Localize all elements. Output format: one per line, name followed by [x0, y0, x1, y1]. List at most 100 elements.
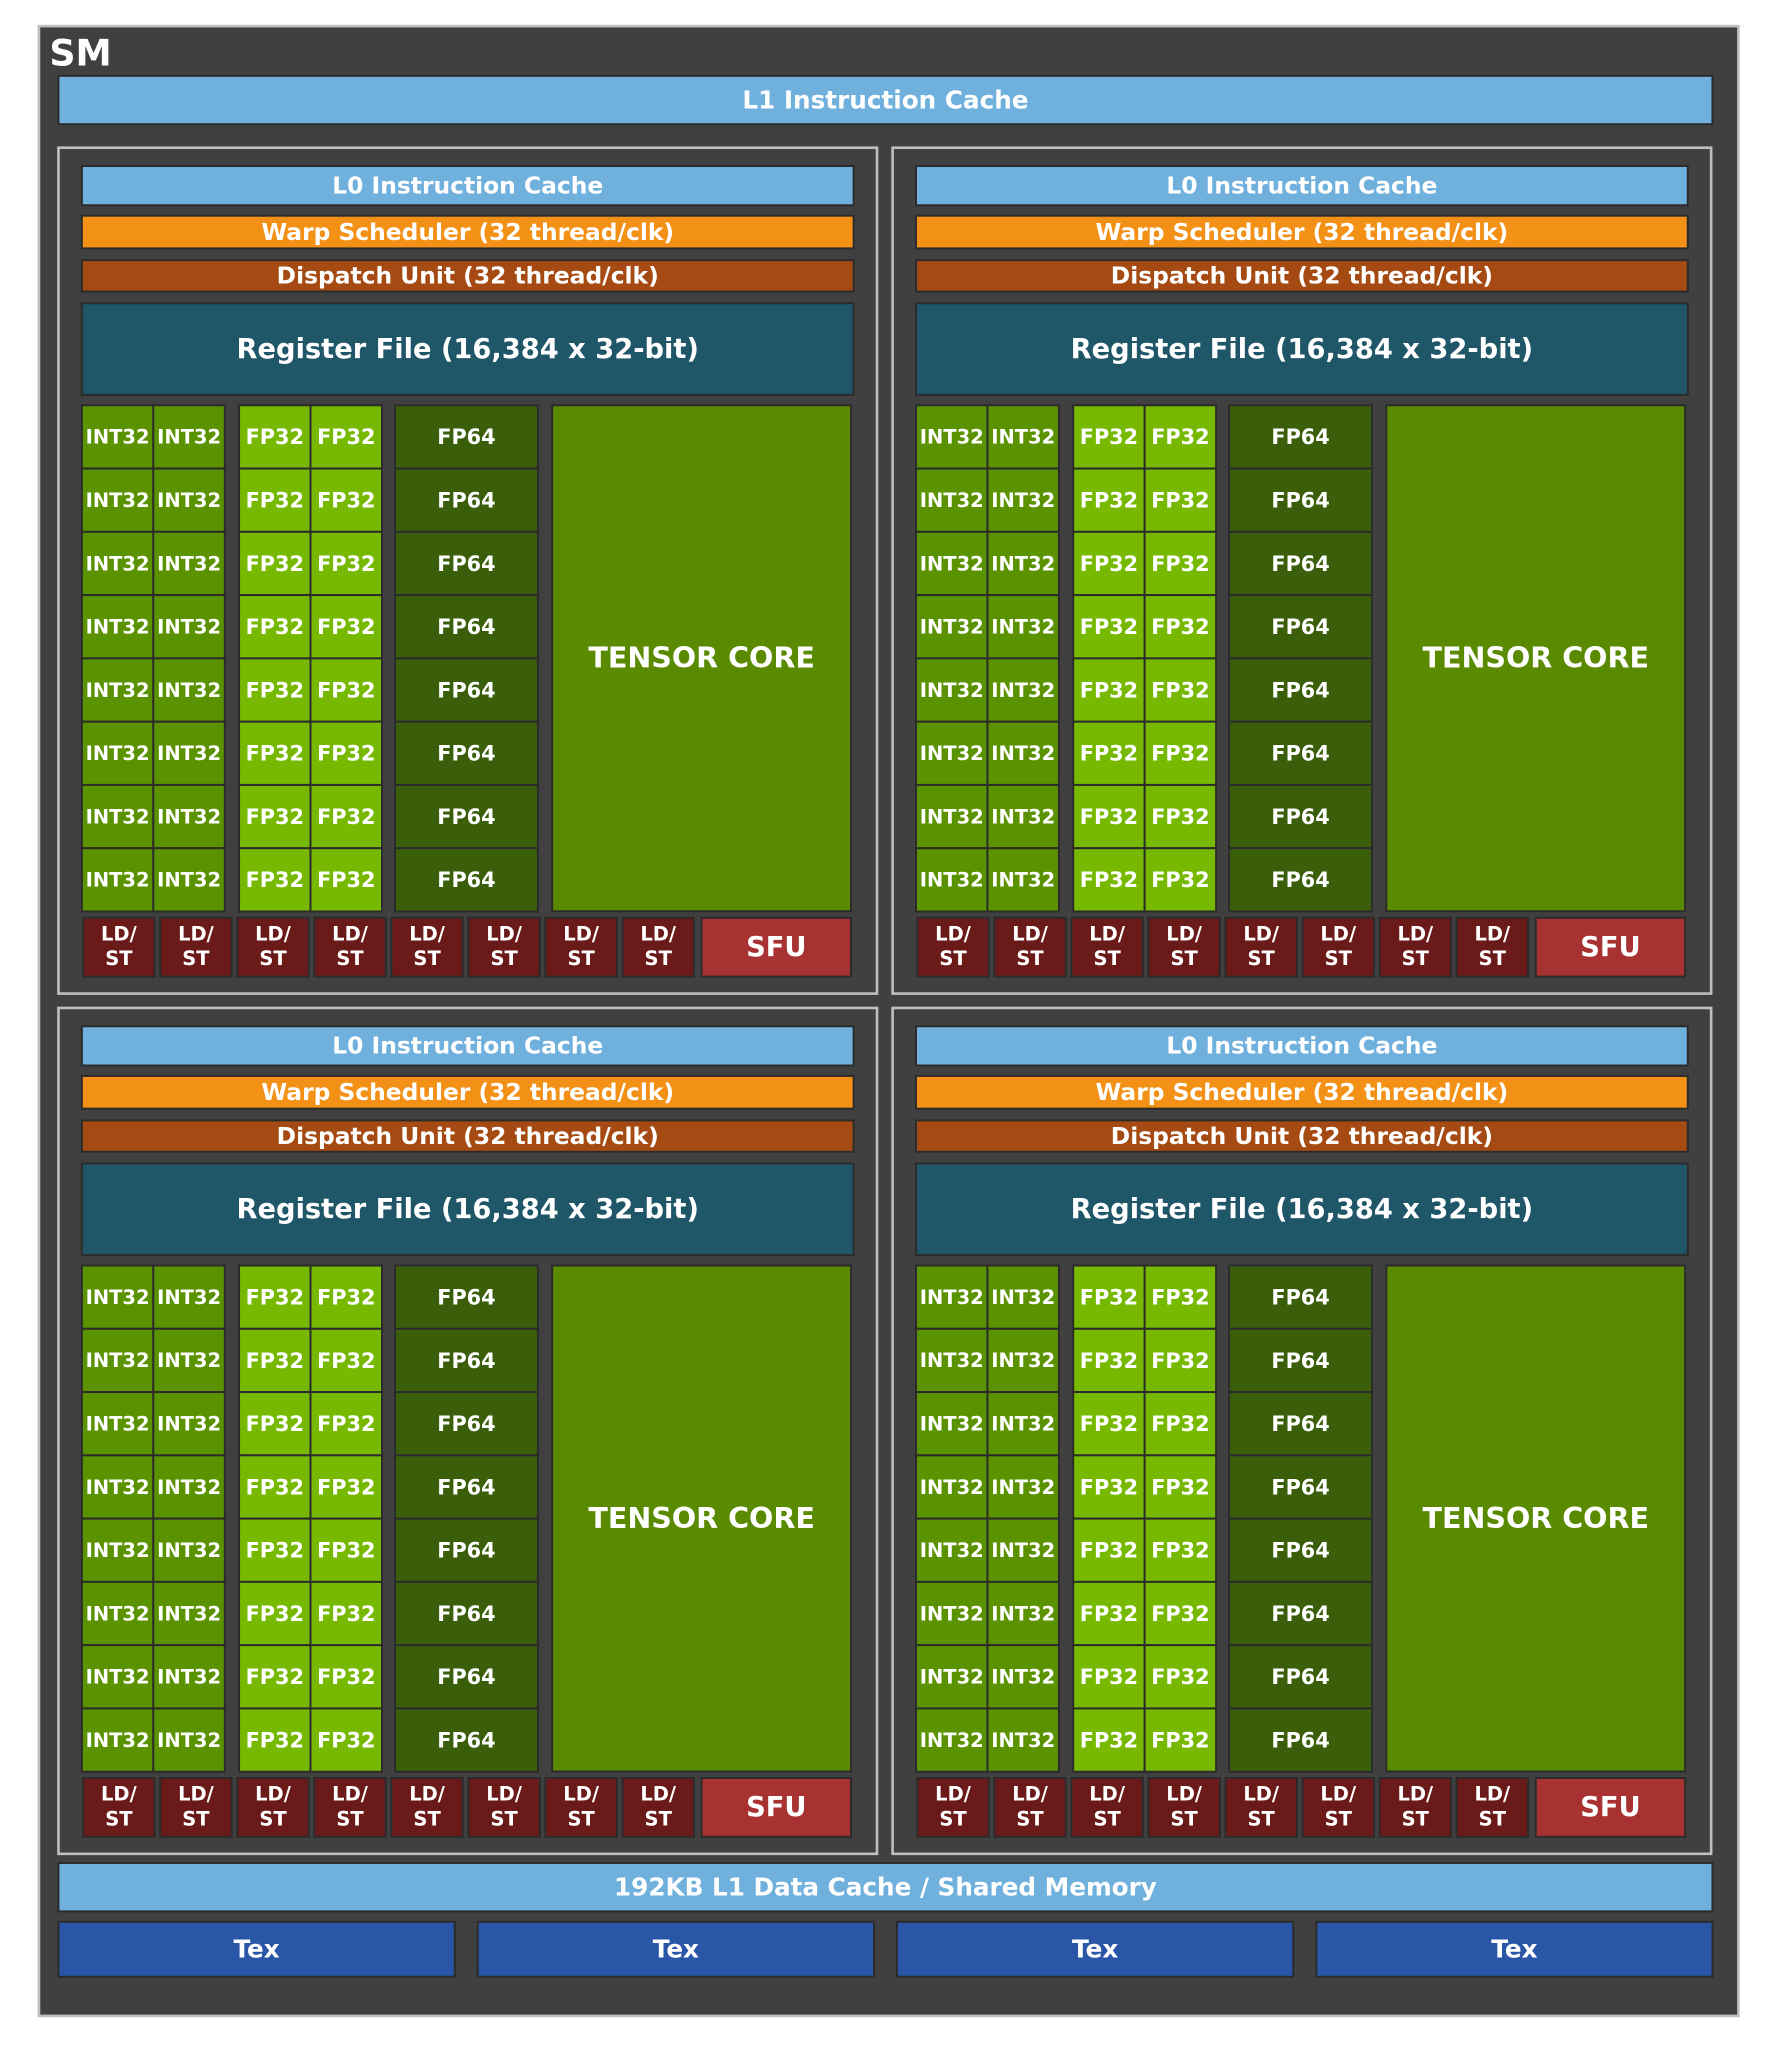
dispatch-unit: [80, 259, 855, 293]
tex-unit: [57, 1920, 456, 1978]
dispatch-unit-label: Dispatch Unit (32 thread/clk): [1111, 1122, 1493, 1150]
int32-unit: [152, 404, 226, 470]
int32-unit-label: INT32: [991, 616, 1055, 639]
fp32-unit-label: FP32: [1151, 425, 1209, 449]
fp64-unit-label: FP64: [1271, 868, 1329, 892]
ld-st-label: ST: [1402, 1807, 1430, 1830]
ld-st-label: LD/: [1397, 922, 1434, 945]
fp32-unit-label: FP32: [317, 488, 375, 512]
ld-st-label: ST: [413, 947, 441, 970]
sfu: [700, 1777, 852, 1838]
int32-unit: [152, 1644, 226, 1710]
register-file: [915, 1162, 1689, 1257]
ld-st-unit: [1378, 916, 1452, 978]
int32-unit-label: INT32: [86, 1539, 150, 1562]
ld-st-label: LD/: [1089, 922, 1126, 945]
int32-unit: [986, 1517, 1060, 1583]
fp32-unit-label: FP32: [246, 425, 304, 449]
fp32-unit: [1143, 1327, 1218, 1394]
int32-unit-label: INT32: [157, 679, 221, 702]
fp64-unit-label: FP64: [1271, 1665, 1329, 1689]
ld-st-label: LD/: [1012, 1782, 1049, 1805]
ld-st-label: LD/: [1243, 922, 1280, 945]
dispatch-unit-label: Dispatch Unit (32 thread/clk): [277, 1122, 659, 1150]
ld-st-label: LD/: [1474, 1782, 1511, 1805]
int32-unit: [80, 1517, 155, 1583]
ld-st-unit: [1224, 1777, 1298, 1838]
fp64-unit-label: FP64: [1271, 1349, 1329, 1373]
ld-st-label: LD/: [935, 1782, 972, 1805]
int32-unit: [152, 1580, 226, 1647]
int32-unit-label: INT32: [920, 1286, 984, 1309]
sfu-label: SFU: [1580, 1792, 1640, 1823]
warp-scheduler-label: Warp Scheduler (32 thread/clk): [261, 218, 674, 246]
fp64-unit-label: FP64: [437, 742, 495, 766]
fp32-unit-label: FP32: [317, 552, 375, 576]
l0-instruction-cache: [80, 165, 855, 207]
l0-instruction-cache-label: L0 Instruction Cache: [1166, 1032, 1437, 1060]
fp32-unit: [1072, 1517, 1146, 1583]
int32-unit-label: INT32: [991, 1666, 1055, 1689]
partition-frame: [57, 1006, 879, 1856]
int32-unit: [986, 467, 1060, 533]
tex-unit: [896, 1920, 1295, 1978]
int32-unit-label: INT32: [86, 1666, 150, 1689]
ld-st-label: ST: [1479, 1807, 1507, 1830]
l0-instruction-cache-label: L0 Instruction Cache: [1166, 171, 1437, 199]
fp32-unit: [1143, 467, 1218, 533]
int32-unit-label: INT32: [991, 742, 1055, 765]
ld-st-unit: [916, 916, 990, 978]
fp32-unit-label: FP32: [1151, 1349, 1209, 1373]
fp32-unit-label: FP32: [246, 678, 304, 702]
l0-instruction-cache: [915, 1025, 1689, 1067]
fp64-unit-label: FP64: [437, 1349, 495, 1373]
register-file-label: Register File (16,384 x 32-bit): [237, 334, 699, 365]
ld-st-unit: [1378, 1777, 1452, 1838]
fp64-unit: [394, 467, 539, 533]
int32-unit-label: INT32: [920, 1666, 984, 1689]
fp32-unit: [1143, 594, 1218, 660]
ld-st-label: LD/: [935, 922, 972, 945]
ld-st-unit: [993, 1777, 1067, 1838]
int32-unit: [986, 1707, 1060, 1773]
fp64-unit: [1228, 594, 1374, 660]
int32-unit: [986, 1391, 1060, 1457]
int32-unit: [80, 1580, 155, 1647]
int32-unit: [986, 404, 1060, 470]
fp32-unit-label: FP32: [1151, 1665, 1209, 1689]
ld-st-unit: [82, 1777, 156, 1838]
ld-st-label: ST: [568, 947, 596, 970]
fp32-unit-label: FP32: [1080, 615, 1138, 639]
ld-st-label: ST: [1479, 947, 1507, 970]
sfu: [1534, 916, 1687, 978]
int32-unit-label: INT32: [920, 489, 984, 512]
ld-st-unit: [1455, 1777, 1530, 1838]
fp32-unit: [1143, 1454, 1218, 1520]
fp32-unit: [1072, 1454, 1146, 1520]
int32-unit: [986, 657, 1060, 723]
int32-unit-label: INT32: [991, 1286, 1055, 1309]
tensor-core-label: TENSOR CORE: [1422, 640, 1648, 674]
fp32-unit-label: FP32: [1080, 742, 1138, 766]
sm-title: SM: [49, 31, 111, 74]
int32-unit-label: INT32: [86, 1476, 150, 1499]
fp64-unit: [1228, 1391, 1374, 1457]
fp32-unit: [1143, 1707, 1218, 1773]
int32-unit-label: INT32: [157, 489, 221, 512]
fp32-unit: [238, 1707, 312, 1773]
int32-unit: [915, 1454, 989, 1520]
ld-st-label: ST: [1402, 947, 1430, 970]
ld-st-unit: [1070, 1777, 1144, 1838]
fp32-unit: [1072, 1327, 1146, 1394]
fp64-unit: [1228, 1707, 1374, 1773]
int32-unit-label: INT32: [991, 1412, 1055, 1435]
fp64-unit-label: FP64: [437, 868, 495, 892]
int32-unit-label: INT32: [157, 1602, 221, 1625]
fp32-unit-label: FP32: [246, 615, 304, 639]
fp32-unit: [1072, 530, 1146, 597]
sfu-label: SFU: [746, 932, 806, 963]
ld-st-label: ST: [1248, 947, 1276, 970]
warp-scheduler: [915, 214, 1689, 250]
tex-unit: [1315, 1920, 1714, 1978]
l1-data-cache: [57, 1861, 1714, 1913]
